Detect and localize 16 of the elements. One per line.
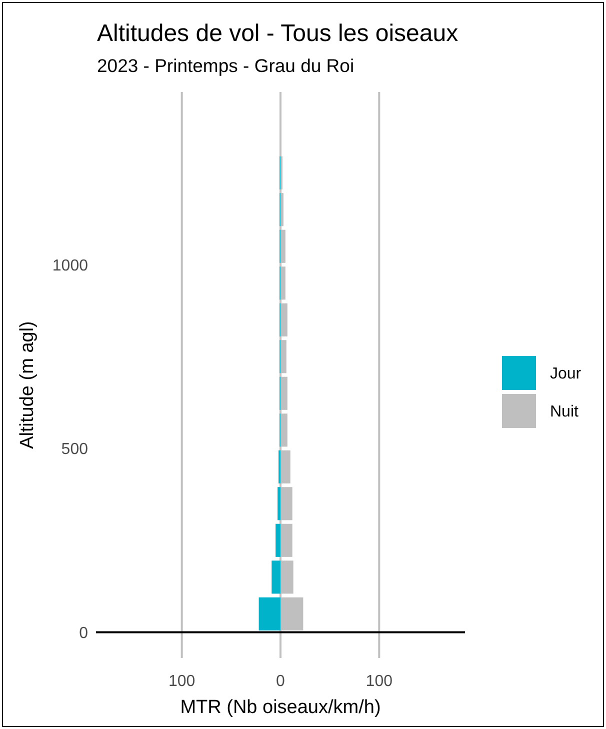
y-tick-label: 0 bbox=[79, 624, 88, 642]
bar bbox=[278, 487, 280, 520]
bar bbox=[258, 597, 280, 630]
chart-subtitle: 2023 - Printemps - Grau du Roi bbox=[97, 55, 354, 76]
legend-label: Jour bbox=[550, 366, 582, 383]
x-tick-label: 0 bbox=[276, 673, 286, 690]
y-tick-label: 1000 bbox=[52, 257, 88, 274]
legend-label: Nuit bbox=[550, 404, 580, 421]
x-axis-title: MTR (Nb oiseaux/km/h) bbox=[180, 697, 381, 718]
y-tick-label: 500 bbox=[61, 441, 88, 458]
x-tick-label: 100 bbox=[366, 673, 393, 690]
x-tick-label: 100 bbox=[168, 673, 196, 690]
chart-title: Altitudes de vol - Tous les oiseaux bbox=[97, 20, 458, 47]
y-axis-title: Altitude (m agl) bbox=[17, 321, 38, 449]
bar bbox=[276, 524, 280, 557]
bar bbox=[272, 560, 280, 594]
